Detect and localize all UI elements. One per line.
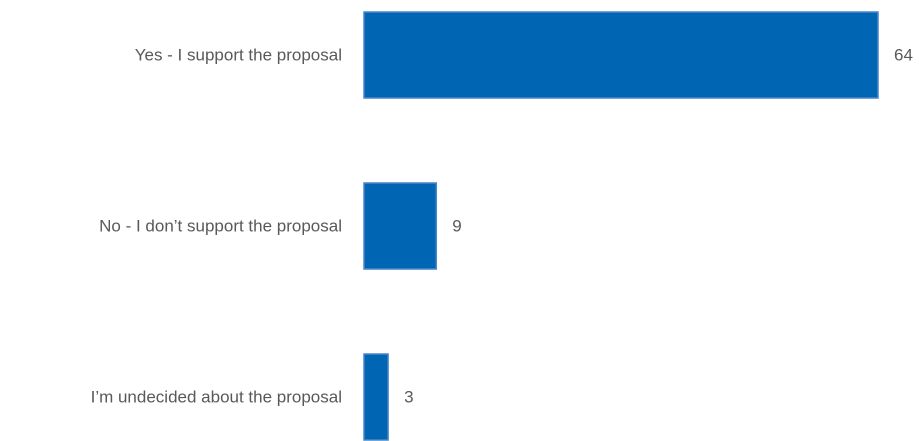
value-label-2: 3: [404, 388, 413, 407]
value-label-0: 64: [894, 46, 913, 65]
value-label-1: 9: [452, 217, 461, 236]
bar-0: [363, 11, 879, 99]
category-label-0: Yes - I support the proposal: [135, 46, 342, 65]
category-label-1: No - I don’t support the proposal: [99, 217, 342, 236]
bar-1: [363, 182, 438, 270]
labels-layer: Yes - I support the proposal 64 No - I don…: [91, 46, 913, 407]
bars-layer: [363, 11, 879, 441]
category-label-2: I’m undecided about the proposal: [91, 388, 342, 407]
bar-2: [363, 353, 389, 441]
